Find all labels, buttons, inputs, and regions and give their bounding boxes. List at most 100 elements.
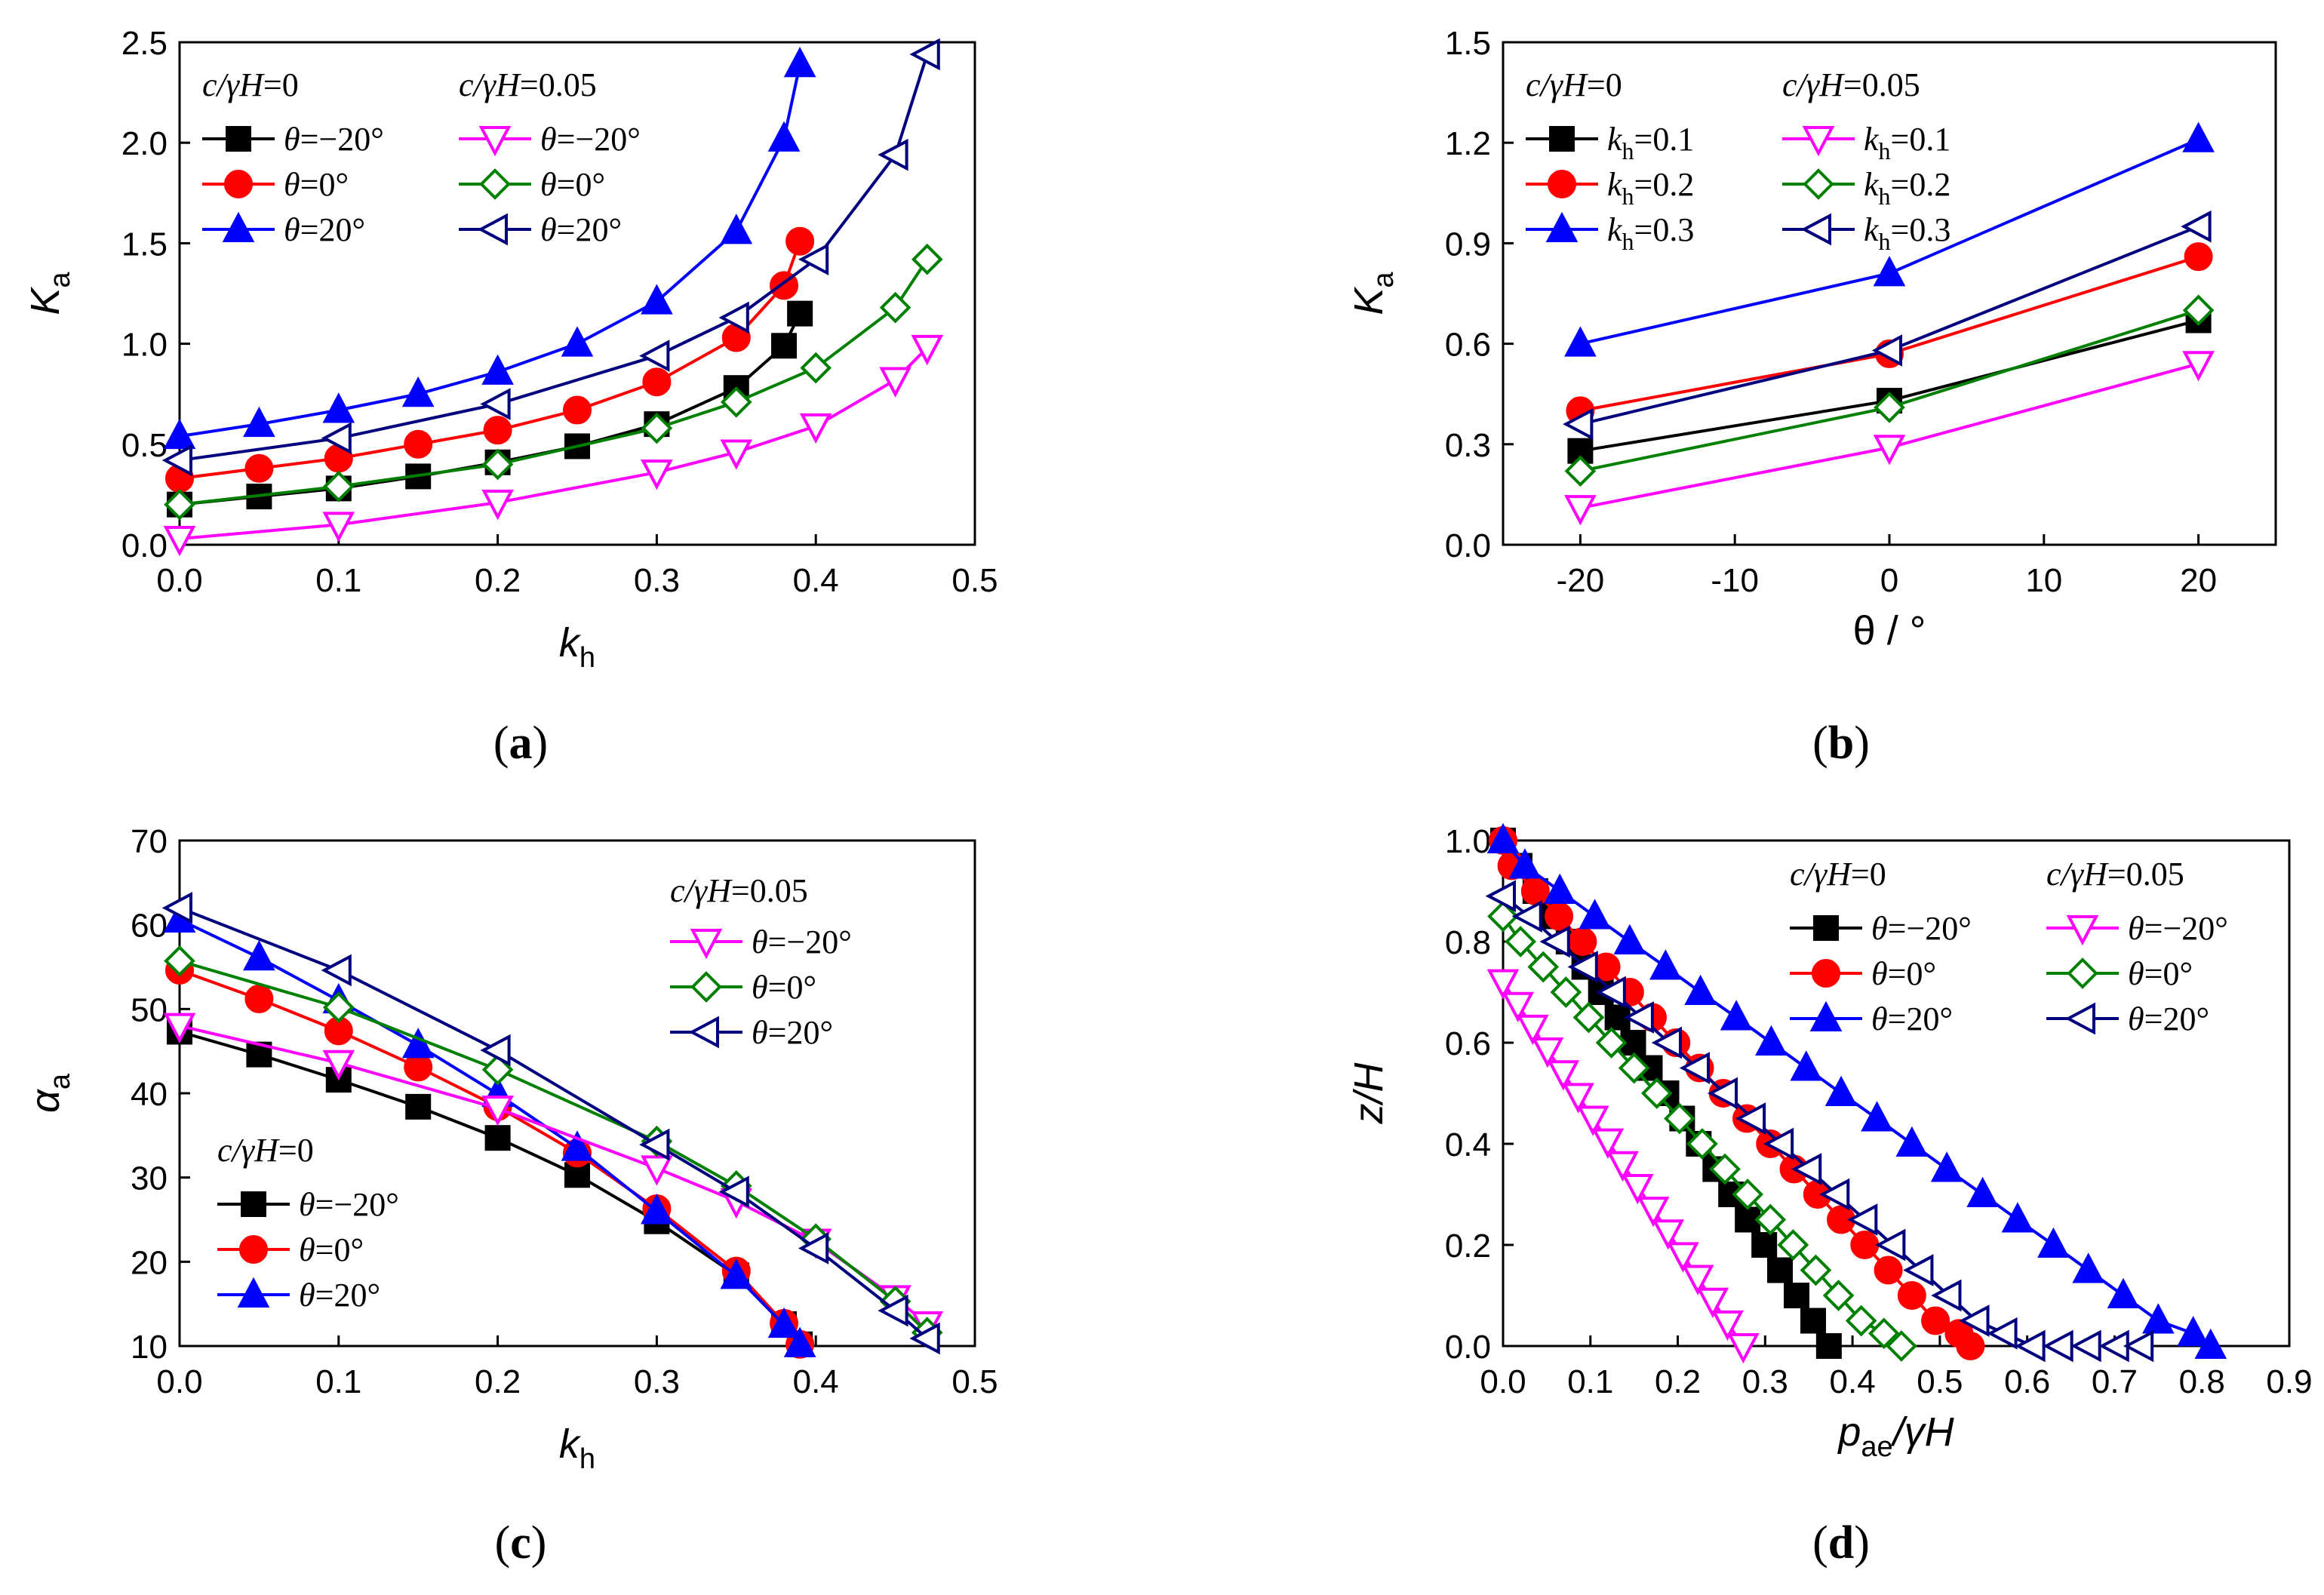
data-point <box>798 1232 829 1265</box>
legend-marker <box>1549 126 1575 152</box>
legend-label: kh=0.2 <box>1864 166 1950 210</box>
series-line <box>179 918 801 1346</box>
y-tick-label: 2.0 <box>121 125 168 162</box>
data-point <box>1606 1151 1639 1182</box>
chart-a: 0.0 0.1 0.2 0.3 0.4 0.5 0.0 0.5 1.0 1.5 2.0 2.5 kh Ka… <box>23 25 998 769</box>
data-point <box>1800 1254 1832 1286</box>
data-point <box>1966 1176 1999 1207</box>
data-point <box>798 243 829 276</box>
data-point <box>911 243 943 275</box>
x-tick-label: 0.1 <box>315 562 361 599</box>
legend-label: kh=0.3 <box>1607 211 1694 255</box>
legend-label: kh=0.1 <box>1607 121 1694 164</box>
data-point <box>1875 1228 1906 1262</box>
legend-marker <box>1800 213 1831 246</box>
data-point <box>771 333 798 359</box>
data-point <box>799 413 832 444</box>
data-point <box>1874 392 1905 423</box>
data-point <box>1895 1126 1929 1157</box>
series-line <box>179 241 802 481</box>
legend-label: kh=0.1 <box>1864 121 1950 164</box>
x-axis-label: kh <box>559 620 595 674</box>
data-point <box>243 939 275 971</box>
x-axis-label: θ / ° <box>1853 608 1926 653</box>
data-point <box>483 416 512 445</box>
x-tick-label: 20 <box>2180 562 2217 599</box>
data-point <box>322 1050 355 1081</box>
data-point <box>720 214 753 244</box>
legend-marker <box>690 929 723 960</box>
legend-label: kh=0.2 <box>1607 166 1694 210</box>
data-point <box>1790 1050 1823 1081</box>
data-point <box>164 488 195 521</box>
data-point <box>767 1307 801 1338</box>
data-point <box>1564 495 1597 526</box>
data-point <box>641 284 673 315</box>
legend-marker <box>237 1277 270 1308</box>
y-tick-label: 40 <box>131 1076 168 1113</box>
data-point <box>1652 1219 1685 1250</box>
legend-label: θ=−20° <box>540 121 641 158</box>
legend-label: θ=0° <box>299 1231 364 1268</box>
data-point <box>720 386 752 418</box>
data-point <box>639 340 670 372</box>
x-tick-label: 0.1 <box>315 1363 361 1400</box>
data-point <box>244 453 274 483</box>
data-point <box>1595 976 1626 1009</box>
chart-d: 0.0 0.1 0.2 0.3 0.4 0.5 0.6 0.7 0.8 0.9 0.0 0.2 0.4 0… <box>1346 822 2313 1569</box>
legend-marker <box>690 971 722 1003</box>
data-point <box>909 1322 940 1355</box>
x-axis-label: kh <box>559 1421 595 1475</box>
legend-marker <box>688 1016 719 1049</box>
data-point <box>1640 1077 1673 1109</box>
data-point <box>561 326 594 357</box>
data-point <box>1931 1279 1962 1312</box>
legend-label: θ=0° <box>752 969 816 1006</box>
data-point <box>2072 1252 2105 1283</box>
data-point <box>1568 927 1597 956</box>
data-point <box>322 512 355 542</box>
data-point <box>1564 326 1597 357</box>
data-point <box>161 892 192 924</box>
y-tick-label: 0.6 <box>1445 327 1491 364</box>
legend-label: θ=20° <box>540 211 622 248</box>
x-tick-label: 0.2 <box>1655 1363 1701 1400</box>
data-point <box>1591 1128 1625 1159</box>
x-tick-label: 0.3 <box>634 1363 680 1400</box>
series-line <box>179 258 929 506</box>
x-axis-label: pae/γH <box>1837 1409 1954 1463</box>
data-point <box>163 418 196 450</box>
data-point <box>1707 1077 1738 1110</box>
data-point <box>321 422 352 455</box>
legend-label: θ=20° <box>299 1277 380 1314</box>
legend-label: θ=20° <box>2128 1000 2209 1037</box>
data-point <box>1861 1101 1893 1132</box>
y-tick-label: 0.0 <box>121 527 168 564</box>
legend-marker <box>241 1191 266 1217</box>
data-point <box>641 1155 673 1186</box>
data-point <box>641 459 673 490</box>
series-line <box>179 959 929 1334</box>
legend: c/γH=0 c/γH=0.05 θ=−20° θ=0° θ=20° θ=−20° θ=0°… <box>1790 856 2228 1037</box>
legend-heading: c/γH=0.05 <box>2046 856 2184 893</box>
legend-heading: c/γH=0 <box>202 66 299 103</box>
x-tick-label: 0 <box>1880 562 1898 599</box>
data-point <box>405 1093 432 1120</box>
plot-frame <box>178 41 976 546</box>
plot-frame <box>1502 41 2277 546</box>
y-tick-label: 1.5 <box>1445 25 1491 62</box>
data-point <box>1822 1280 1855 1311</box>
data-point <box>1667 1242 1699 1273</box>
data-point <box>639 1128 670 1161</box>
data-point <box>1732 1179 1764 1210</box>
data-point <box>2182 121 2215 152</box>
x-tick-label: 0.3 <box>634 562 680 599</box>
y-tick-label: 0.8 <box>1445 924 1491 961</box>
x-tick-label: 0.0 <box>156 562 202 599</box>
legend-marker <box>1809 1000 1843 1031</box>
data-point <box>1784 1283 1810 1308</box>
data-point <box>1720 1000 1753 1031</box>
data-point <box>1563 407 1594 441</box>
data-point <box>1956 1332 1985 1360</box>
data-point <box>2182 351 2215 382</box>
